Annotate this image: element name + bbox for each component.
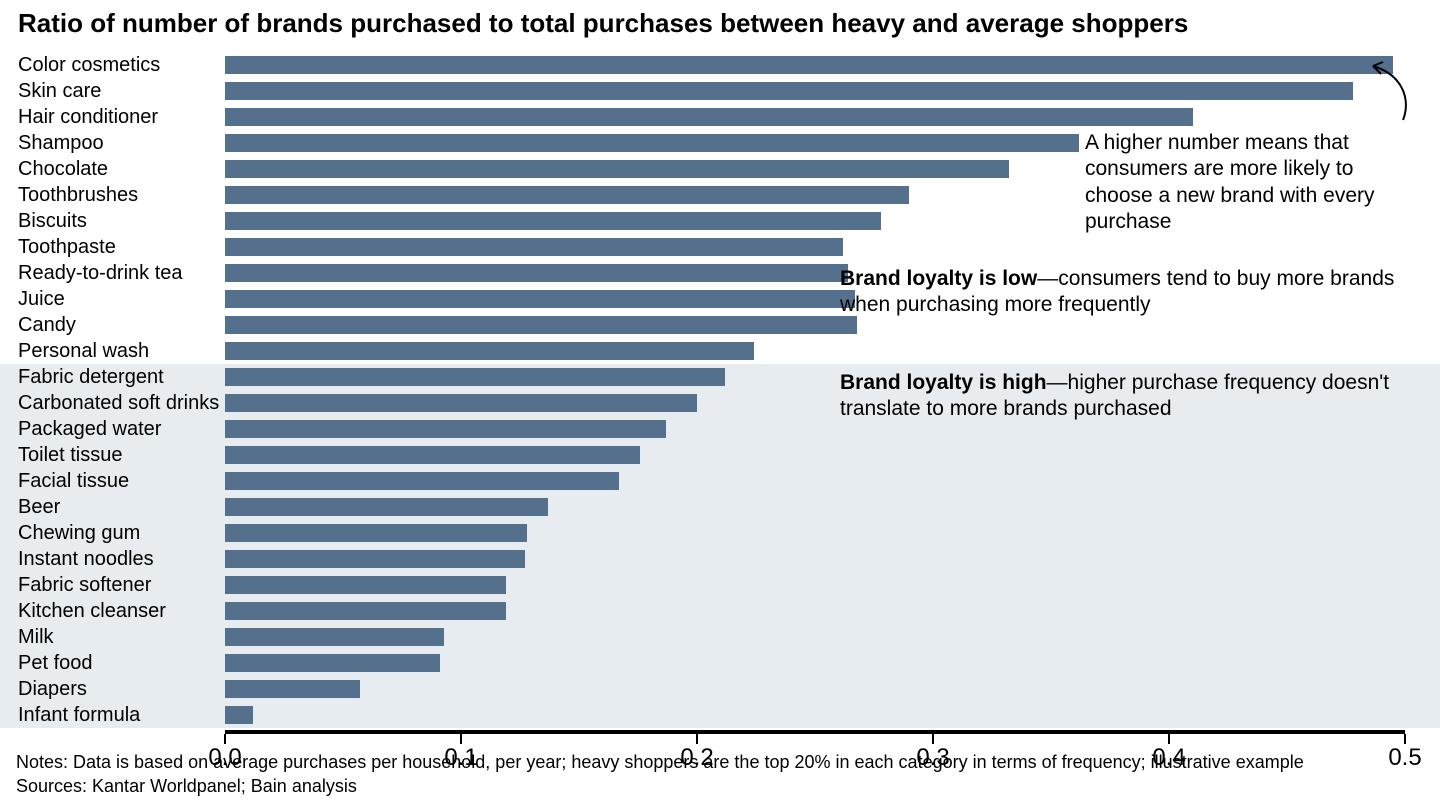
bar bbox=[225, 628, 444, 646]
bar bbox=[225, 602, 506, 620]
bar-row: Pet food bbox=[0, 650, 1440, 676]
bar bbox=[225, 576, 506, 594]
bar-row: Milk bbox=[0, 624, 1440, 650]
bar-label: Facial tissue bbox=[18, 470, 129, 493]
bar-label: Hair conditioner bbox=[18, 106, 158, 129]
bar-label: Candy bbox=[18, 314, 76, 337]
bar-label: Skin care bbox=[18, 80, 101, 103]
bar-row: Personal wash bbox=[0, 338, 1440, 364]
bar bbox=[225, 524, 527, 542]
bar-label: Juice bbox=[18, 288, 65, 311]
bar-row: Toothpaste bbox=[0, 234, 1440, 260]
x-tick bbox=[460, 734, 462, 744]
bar-row: Facial tissue bbox=[0, 468, 1440, 494]
bar-label: Toilet tissue bbox=[18, 444, 123, 467]
bar-row: Hair conditioner bbox=[0, 104, 1440, 130]
bar bbox=[225, 420, 666, 438]
bar-label: Chewing gum bbox=[18, 522, 140, 545]
chart-area: Color cosmetics Skin care Hair conditioner… bbox=[0, 52, 1440, 732]
annotation-top-note: A higher number means that consumers are… bbox=[1085, 130, 1425, 235]
annotation-high-loyalty: Brand loyalty is high—higher purchase fr… bbox=[840, 370, 1400, 423]
annotation-arrow-icon bbox=[1363, 60, 1423, 130]
bar-label: Ready-to-drink tea bbox=[18, 262, 183, 285]
bar-row: Diapers bbox=[0, 676, 1440, 702]
x-tick-label: 0.5 bbox=[1388, 744, 1421, 772]
bar-label: Milk bbox=[18, 626, 54, 649]
bar bbox=[225, 550, 525, 568]
bar bbox=[225, 706, 253, 724]
bar-label: Packaged water bbox=[18, 418, 161, 441]
bar-label: Fabric detergent bbox=[18, 366, 164, 389]
bar-row: Fabric softener bbox=[0, 572, 1440, 598]
bar bbox=[225, 394, 697, 412]
bar bbox=[225, 186, 909, 204]
chart-title: Ratio of number of brands purchased to t… bbox=[18, 8, 1188, 39]
x-tick bbox=[1404, 734, 1406, 744]
bar-label: Color cosmetics bbox=[18, 54, 160, 77]
annotation-high-loyalty-bold: Brand loyalty is high bbox=[840, 371, 1047, 394]
bar-row: Kitchen cleanser bbox=[0, 598, 1440, 624]
bar bbox=[225, 472, 619, 490]
x-tick bbox=[932, 734, 934, 744]
bar bbox=[225, 290, 855, 308]
bar-label: Chocolate bbox=[18, 158, 108, 181]
annotation-low-loyalty: Brand loyalty is low—consumers tend to b… bbox=[840, 266, 1400, 319]
bar bbox=[225, 264, 848, 282]
x-tick bbox=[696, 734, 698, 744]
x-axis bbox=[225, 730, 1405, 734]
bar bbox=[225, 446, 640, 464]
bar-label: Toothbrushes bbox=[18, 184, 138, 207]
bar bbox=[225, 238, 843, 256]
bar bbox=[225, 108, 1193, 126]
bar-row: Instant noodles bbox=[0, 546, 1440, 572]
bar-label: Kitchen cleanser bbox=[18, 600, 166, 623]
bar-label: Pet food bbox=[18, 652, 93, 675]
bar bbox=[225, 680, 360, 698]
footer-notes: Notes: Data is based on average purchase… bbox=[16, 751, 1304, 774]
bar bbox=[225, 368, 725, 386]
chart-footer: Notes: Data is based on average purchase… bbox=[16, 751, 1304, 798]
bar-row: Chewing gum bbox=[0, 520, 1440, 546]
bar-label: Beer bbox=[18, 496, 60, 519]
bar bbox=[225, 342, 754, 360]
bar-label: Instant noodles bbox=[18, 548, 154, 571]
bar bbox=[225, 212, 881, 230]
bar-label: Shampoo bbox=[18, 132, 104, 155]
x-tick bbox=[224, 734, 226, 744]
footer-sources: Sources: Kantar Worldpanel; Bain analysi… bbox=[16, 775, 1304, 798]
bar-row: Color cosmetics bbox=[0, 52, 1440, 78]
bar-row: Beer bbox=[0, 494, 1440, 520]
bar-label: Toothpaste bbox=[18, 236, 116, 259]
bar bbox=[225, 134, 1079, 152]
bar-label: Biscuits bbox=[18, 210, 87, 233]
bar-row: Infant formula bbox=[0, 702, 1440, 728]
x-tick bbox=[1168, 734, 1170, 744]
bar-row: Toilet tissue bbox=[0, 442, 1440, 468]
bar-label: Carbonated soft drinks bbox=[18, 392, 219, 415]
bar-label: Fabric softener bbox=[18, 574, 151, 597]
bar bbox=[225, 82, 1353, 100]
bar bbox=[225, 56, 1393, 74]
bar-label: Diapers bbox=[18, 678, 87, 701]
bar bbox=[225, 654, 440, 672]
bar bbox=[225, 160, 1009, 178]
bar bbox=[225, 498, 548, 516]
bar-label: Infant formula bbox=[18, 704, 140, 727]
bar-row: Skin care bbox=[0, 78, 1440, 104]
bar bbox=[225, 316, 857, 334]
bar-label: Personal wash bbox=[18, 340, 149, 363]
annotation-low-loyalty-bold: Brand loyalty is low bbox=[840, 267, 1037, 290]
